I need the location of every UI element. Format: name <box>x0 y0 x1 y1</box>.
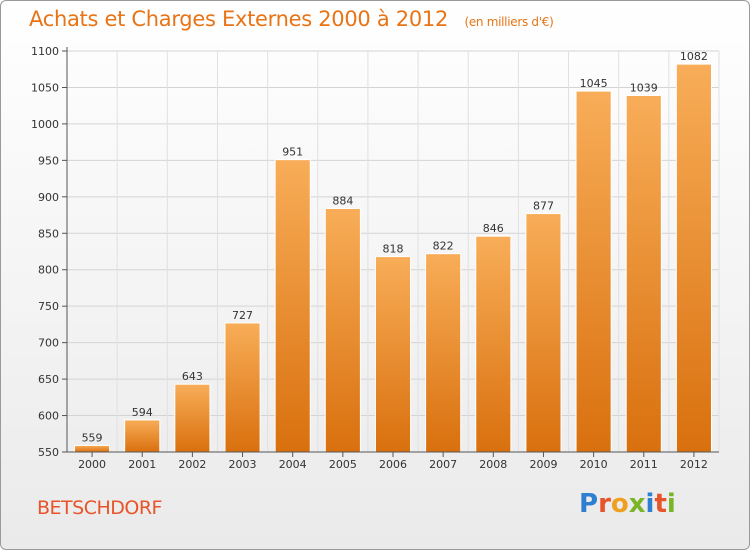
chart-title: Achats et Charges Externes 2000 à 2012 (… <box>29 7 554 31</box>
title-text: Achats et Charges Externes 2000 à 2012 <box>29 7 449 31</box>
y-tick-label: 1050 <box>31 81 59 94</box>
x-tick-label-2001: 2001 <box>128 458 156 471</box>
chart-subtitle: (en milliers d'€) <box>464 15 554 29</box>
x-tick-label-2012: 2012 <box>680 458 708 471</box>
y-tick-label: 700 <box>38 337 59 350</box>
x-tick-label-2010: 2010 <box>580 458 608 471</box>
data-label-2011: 1039 <box>630 81 658 94</box>
bar-2011 <box>625 94 662 453</box>
data-label-2007: 822 <box>433 240 454 253</box>
data-label-2004: 951 <box>282 146 303 159</box>
data-label-2008: 846 <box>483 222 504 235</box>
y-tick-label: 800 <box>38 264 59 277</box>
y-tick-label: 550 <box>38 446 59 459</box>
bar-chart: 550 600 650 700 750 800 850 900 950 1000 1050 1100 5… <box>31 45 720 471</box>
bar-2012 <box>675 63 712 453</box>
bar-2006 <box>374 256 412 453</box>
data-label-2002: 643 <box>182 370 203 383</box>
x-tick-label-2002: 2002 <box>178 458 206 471</box>
bar-2009 <box>525 213 562 453</box>
data-label-2003: 727 <box>232 309 253 322</box>
bar-2005 <box>324 207 361 453</box>
y-tick-label: 850 <box>38 227 59 240</box>
data-label-2010: 1045 <box>580 77 608 90</box>
data-label-2012: 1082 <box>680 50 708 63</box>
y-tick-label: 1000 <box>31 118 59 131</box>
tick-labels: 550 600 650 700 750 800 850 900 950 1000 1050 1100 5… <box>31 45 708 471</box>
bar-2003 <box>224 322 261 453</box>
y-tick-label: 600 <box>38 410 59 423</box>
x-tick-label-2005: 2005 <box>329 458 357 471</box>
y-tick-label: 1100 <box>31 45 59 58</box>
data-label-2001: 594 <box>132 406 153 419</box>
data-label-2009: 877 <box>533 200 554 213</box>
bar-2008 <box>475 235 512 453</box>
town-name: BETSCHDORF <box>37 497 162 519</box>
x-tick-label-2004: 2004 <box>279 458 307 471</box>
data-label-2005: 884 <box>332 194 353 207</box>
x-tick-label-2009: 2009 <box>529 458 557 471</box>
bar-2010 <box>575 90 612 453</box>
bars <box>74 63 712 453</box>
proxiti-logo: Proxiti <box>579 489 676 519</box>
bar-2002 <box>174 383 211 453</box>
bar-2004 <box>274 159 311 453</box>
bar-2001 <box>124 419 161 453</box>
data-label-2000: 559 <box>82 431 103 444</box>
y-tick-label: 650 <box>38 373 59 386</box>
axes <box>62 47 719 457</box>
data-label-2006: 818 <box>383 243 404 256</box>
bar-2000 <box>74 444 111 453</box>
x-tick-label-2008: 2008 <box>479 458 507 471</box>
x-tick-label-2006: 2006 <box>379 458 407 471</box>
y-tick-label: 900 <box>38 191 59 204</box>
bar-2007 <box>425 253 462 453</box>
y-tick-label: 750 <box>38 300 59 313</box>
x-tick-label-2011: 2011 <box>630 458 658 471</box>
x-tick-label-2003: 2003 <box>229 458 257 471</box>
y-tick-label: 950 <box>38 154 59 167</box>
x-tick-label-2000: 2000 <box>78 458 106 471</box>
x-tick-label-2007: 2007 <box>429 458 457 471</box>
